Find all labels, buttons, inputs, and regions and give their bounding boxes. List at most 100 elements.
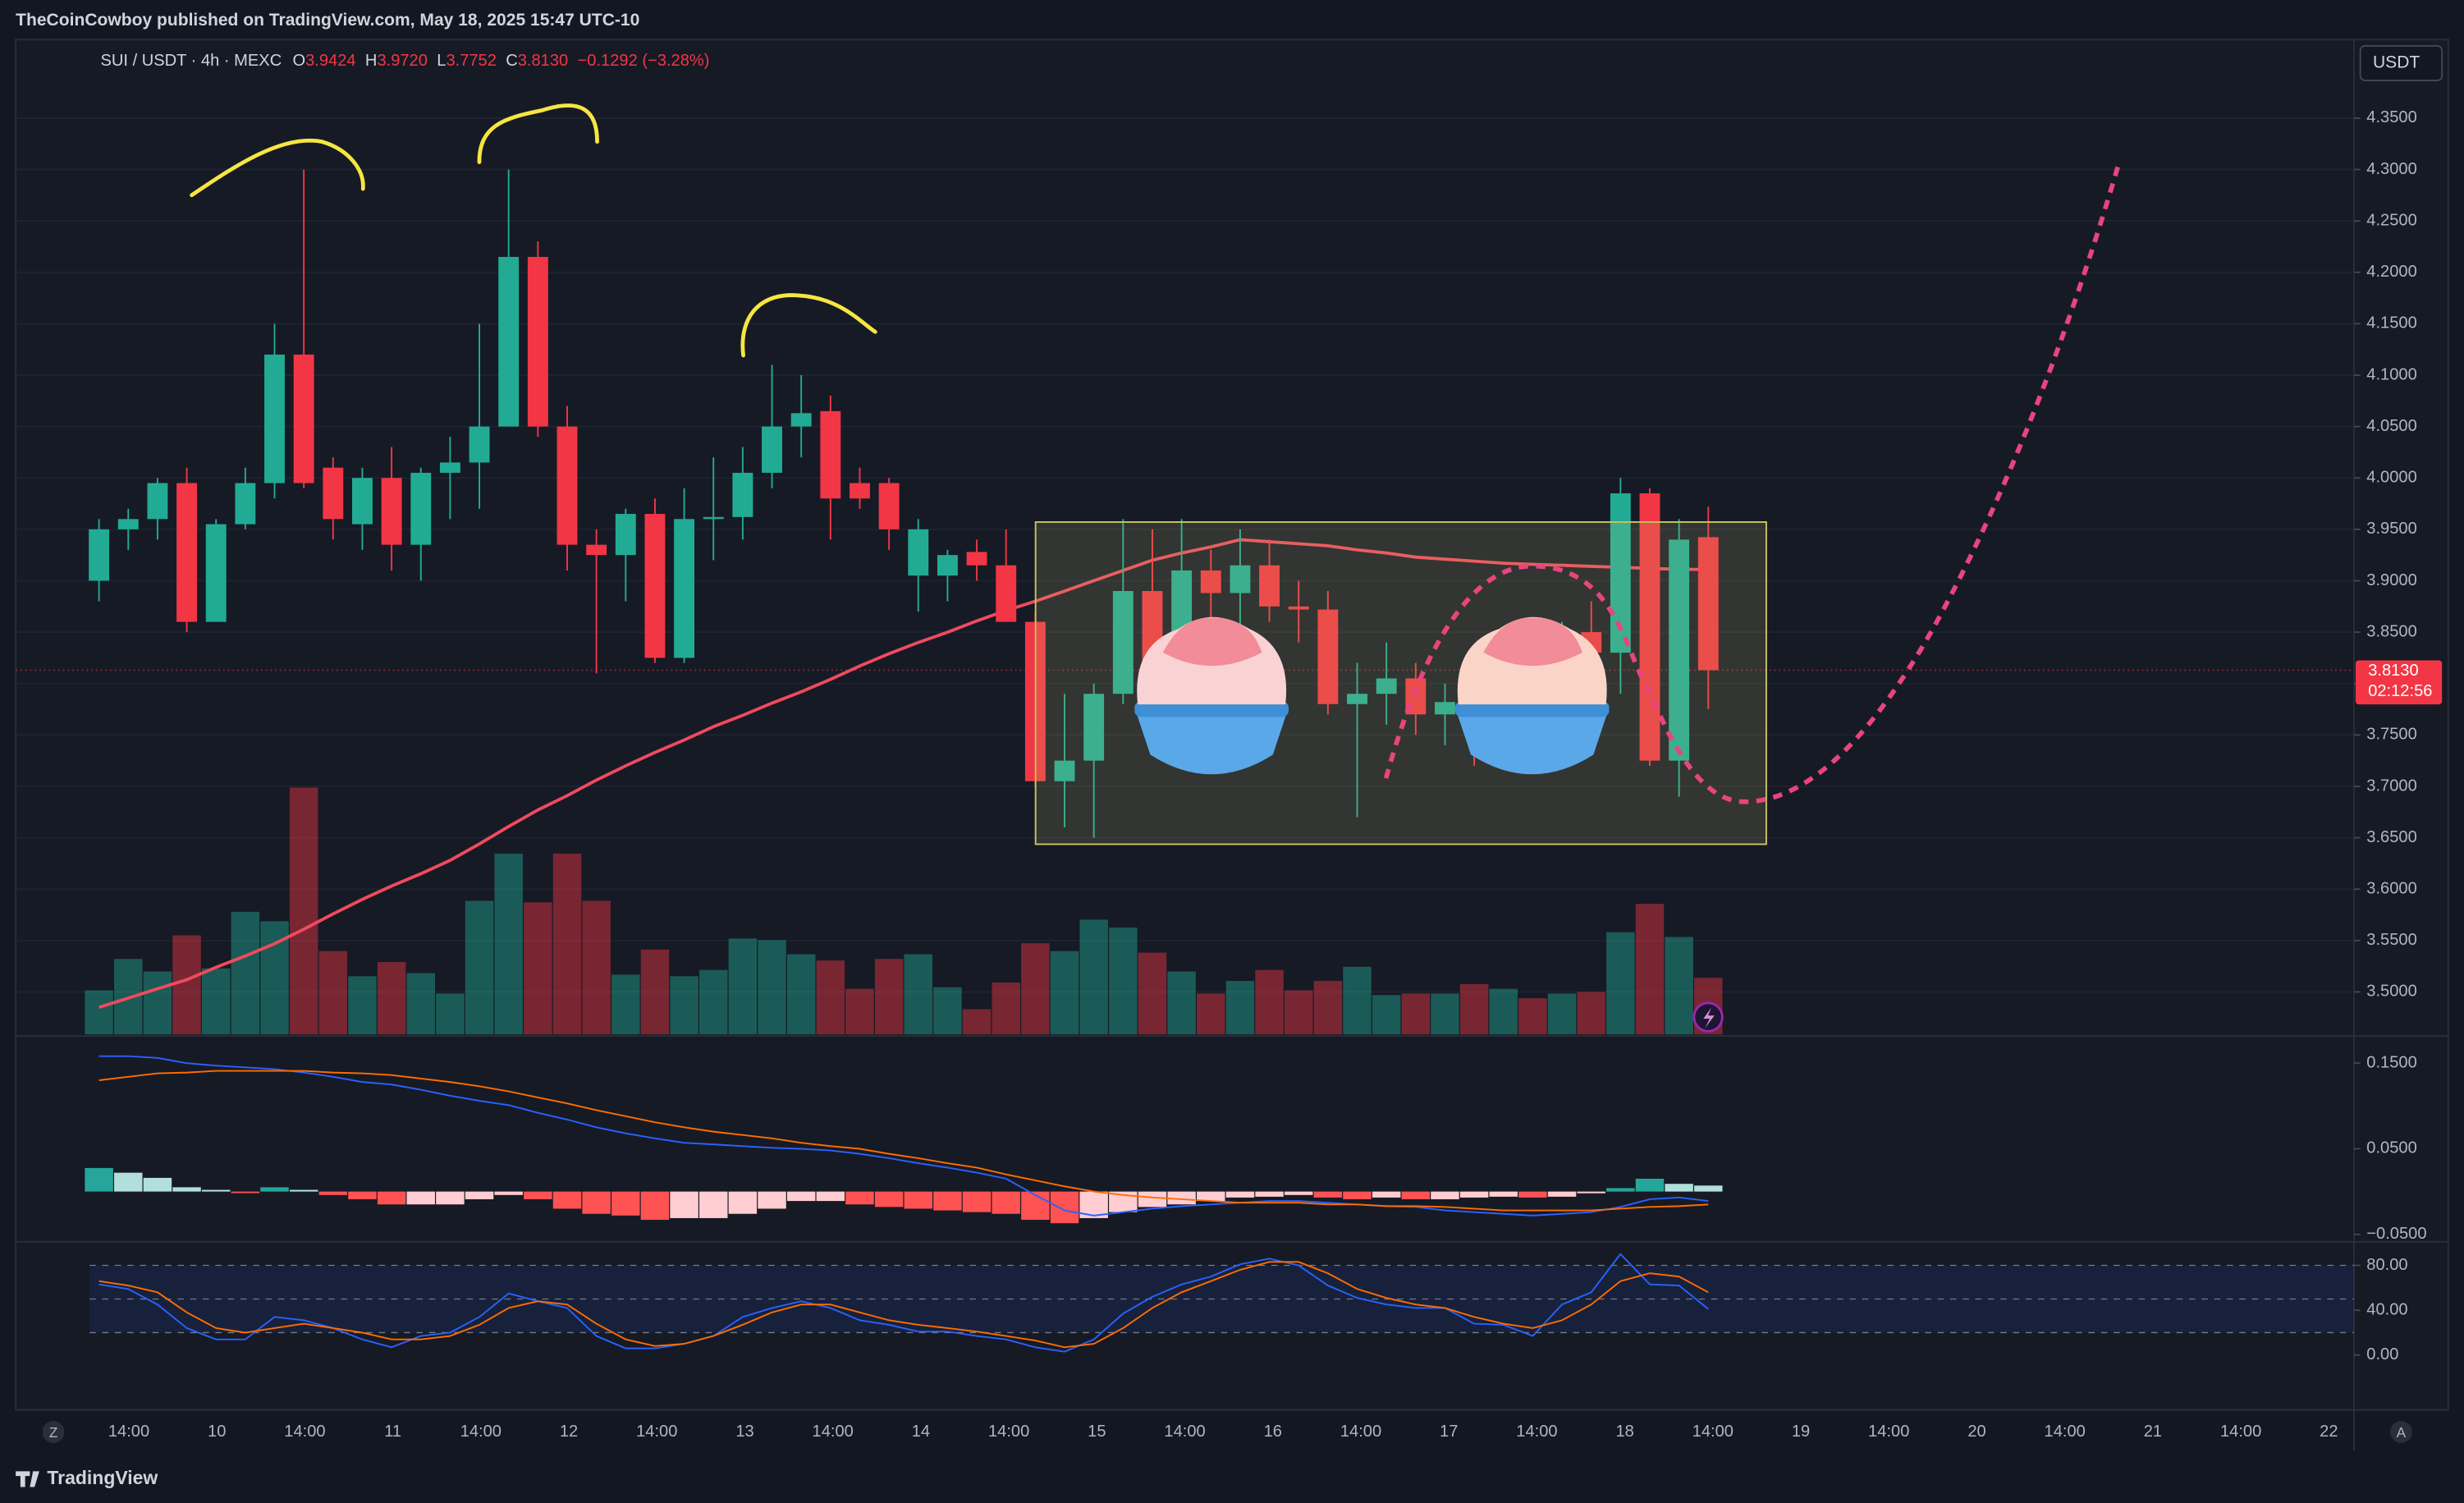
volume-bar: [231, 911, 260, 1035]
volume-bar: [1372, 995, 1401, 1035]
y-tick-label: 3.9500: [2366, 520, 2416, 538]
histogram-bar: [1489, 1191, 1518, 1197]
open-label: O: [292, 52, 305, 70]
volume-bar: [377, 962, 406, 1035]
low-label: L: [437, 52, 446, 70]
y-tick-label: 3.8500: [2366, 622, 2416, 640]
y-tick-label: 4.3000: [2366, 160, 2416, 178]
x-tick-label: 10: [208, 1423, 226, 1441]
open: 3.9424: [305, 52, 355, 70]
volume-bar: [845, 988, 874, 1035]
symbol: SUI / USDT · 4h · MEXC: [101, 52, 282, 70]
volume-bar: [143, 971, 172, 1035]
candle-body: [498, 256, 520, 427]
y-tick-label: 3.7500: [2366, 726, 2416, 744]
a-button[interactable]: [2390, 1421, 2412, 1443]
price-tag: [2355, 660, 2443, 705]
z-button[interactable]: [42, 1421, 65, 1443]
volume-bar: [1050, 951, 1079, 1035]
drawing: [740, 293, 877, 358]
volume-bar: [933, 987, 962, 1035]
volume-bar: [670, 976, 698, 1035]
y-tick-label: 0.00: [2366, 1345, 2398, 1363]
high-label: H: [365, 52, 378, 70]
x-tick-label: 14:00: [108, 1423, 149, 1441]
volume-bar: [1109, 927, 1138, 1035]
currency-button[interactable]: [2359, 44, 2443, 81]
histogram-bar: [992, 1191, 1020, 1214]
candle-body: [644, 514, 666, 658]
close-label: C: [506, 52, 518, 70]
volume-bar: [1459, 983, 1489, 1035]
y-tick-label: 80.00: [2366, 1256, 2407, 1274]
histogram-bar: [1401, 1191, 1431, 1199]
candle-body: [996, 565, 1017, 622]
histogram-bar: [1138, 1191, 1167, 1207]
y-tick-label: 3.7000: [2366, 777, 2416, 795]
x-tick-label: 14:00: [1340, 1423, 1381, 1441]
volume-bar: [1518, 998, 1547, 1035]
cupcake-icon: [1454, 616, 1610, 775]
volume-bar: [436, 993, 465, 1035]
candle-body: [850, 483, 870, 499]
histogram-bar: [728, 1191, 758, 1214]
candle-body: [1639, 493, 1660, 761]
plot: 4.3500 4.3000 4.2500 4.2000 4.1500 4.1000 4.05…: [16, 108, 2427, 1441]
histogram-bar: [1635, 1178, 1665, 1192]
histogram-bar: [904, 1191, 933, 1209]
candle-body: [1259, 565, 1280, 607]
histogram-bar: [1284, 1191, 1313, 1195]
drawing: [477, 103, 599, 164]
histogram-bar: [816, 1191, 845, 1202]
x-tick-label: 17: [1440, 1423, 1458, 1441]
candle-body: [703, 516, 724, 520]
candle-body: [439, 462, 460, 473]
volume-bar: [874, 959, 904, 1035]
histogram-bar: [436, 1191, 465, 1205]
candle-body: [381, 478, 402, 545]
candle-body: [790, 413, 812, 427]
candle-body: [1288, 606, 1309, 610]
volume-bar: [1431, 993, 1459, 1035]
histogram-bar: [845, 1191, 874, 1205]
histogram-bar: [143, 1177, 172, 1192]
histogram-bar: [670, 1191, 698, 1218]
x-tick-label: 15: [1088, 1423, 1106, 1441]
candle-body: [1230, 565, 1251, 593]
volume-bar: [465, 900, 494, 1035]
price-tag-price: 3.8130: [2368, 662, 2418, 680]
candle-body: [176, 483, 198, 622]
x-tick-label: 14:00: [988, 1423, 1029, 1441]
y-tick-label: 3.6000: [2366, 880, 2416, 898]
drawing: [190, 138, 365, 198]
volume-bar: [524, 902, 552, 1035]
cup-rim: [1134, 701, 1289, 717]
volume-bar: [1547, 993, 1577, 1035]
histogram-bar: [699, 1191, 728, 1218]
candle-body: [1697, 537, 1719, 671]
x-tick-label: 14:00: [1164, 1423, 1205, 1441]
y-tick-label: 40.00: [2366, 1300, 2407, 1318]
histogram-bar: [85, 1167, 113, 1192]
y-tick-label: 3.5500: [2366, 931, 2416, 949]
x-tick-label: 16: [1264, 1423, 1282, 1441]
histogram-bar: [1167, 1191, 1196, 1205]
candle-body: [1112, 590, 1134, 694]
y-tick-label: 0.0500: [2366, 1139, 2416, 1157]
histogram-bar: [1255, 1191, 1284, 1197]
volume-bar: [1577, 992, 1605, 1035]
candle-body: [410, 472, 432, 545]
x-tick-label: 14:00: [460, 1423, 502, 1441]
candle-body: [205, 524, 227, 622]
x-tick-label: 20: [1967, 1423, 1985, 1441]
y-tick-label: 3.5000: [2366, 983, 2416, 1001]
x-tick-label: 21: [2144, 1423, 2162, 1441]
a-label: A: [2397, 1424, 2407, 1441]
volume-bar: [1313, 981, 1343, 1035]
candle-body: [1317, 609, 1339, 704]
candle-body: [1435, 702, 1455, 715]
histogram-bar: [611, 1191, 640, 1216]
volume-bar: [289, 787, 318, 1035]
bolt: [1703, 1007, 1715, 1029]
x-tick-label: 19: [1792, 1423, 1810, 1441]
